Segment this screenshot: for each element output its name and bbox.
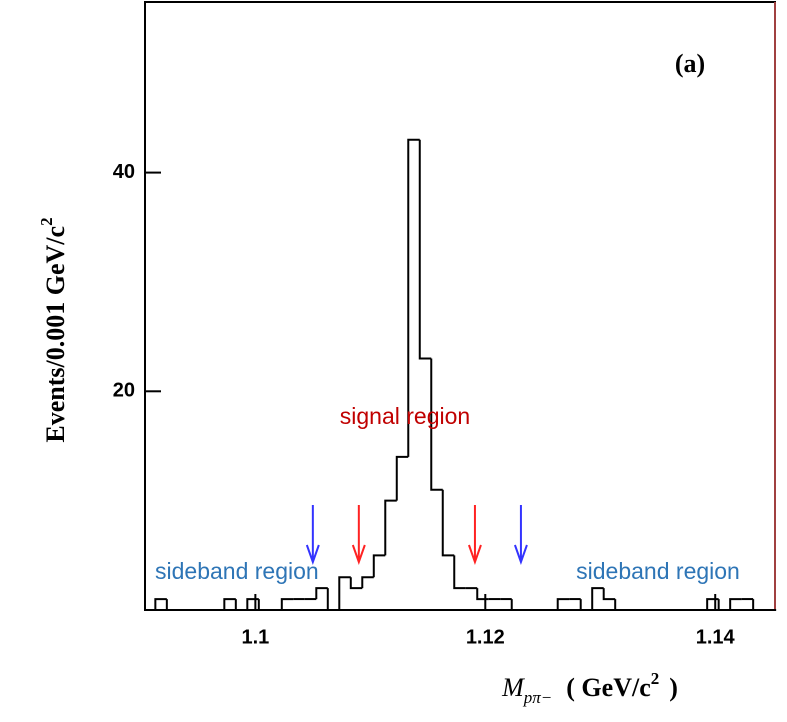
histogram-bin (602, 588, 616, 601)
region-arrow (468, 505, 482, 566)
panel-label: (a) (675, 49, 705, 78)
histogram-bin (430, 358, 443, 491)
histogram-bin (234, 599, 248, 611)
histogram-bin (591, 587, 604, 610)
histogram-bin (384, 499, 397, 556)
histogram-bin (614, 599, 627, 611)
histogram-bin (729, 598, 742, 610)
histogram-bin (326, 588, 340, 611)
x-axis-label: Mpπ−( GeV/c2) (501, 669, 678, 707)
histogram-bin (418, 139, 432, 360)
histogram-bin (280, 598, 294, 610)
histogram-bin (257, 599, 271, 611)
histogram-bin (510, 599, 524, 611)
histogram-bin (453, 555, 466, 590)
histogram-bin (476, 588, 489, 601)
histogram-bin (246, 598, 259, 610)
histogram-bin (706, 598, 719, 610)
y-tick-label: 20 (113, 380, 135, 402)
x-tick-label: 1.14 (696, 626, 736, 648)
histogram-bin (361, 576, 374, 589)
y-tick-label: 40 (113, 161, 135, 183)
histogram-bin (556, 598, 570, 610)
histogram-bin (441, 489, 455, 557)
region-arrow (513, 505, 528, 566)
region-arrow (305, 505, 320, 566)
histogram-bin (338, 576, 351, 610)
histogram-bin (315, 587, 328, 600)
annotation: sideband region (155, 558, 319, 584)
histogram-bin (223, 598, 236, 610)
x-tick-label: 1.1 (241, 626, 269, 648)
histogram-bin (165, 599, 179, 611)
histogram-bin (154, 598, 167, 610)
annotation: sideband region (576, 558, 740, 584)
region-arrow (351, 505, 366, 566)
histogram-bin (752, 599, 765, 611)
histogram-bin (372, 554, 386, 578)
x-tick-label: 1.12 (466, 626, 505, 648)
plot-frame (144, 1, 776, 611)
histogram-bin (395, 455, 409, 501)
y-axis-label: Events/0.001 GeV/c2 (37, 217, 70, 442)
histogram-bin (579, 599, 593, 611)
histogram-bin (407, 138, 420, 457)
histogram-bin (717, 599, 731, 611)
annotation: signal region (340, 403, 470, 429)
histogram-bin (349, 577, 363, 590)
